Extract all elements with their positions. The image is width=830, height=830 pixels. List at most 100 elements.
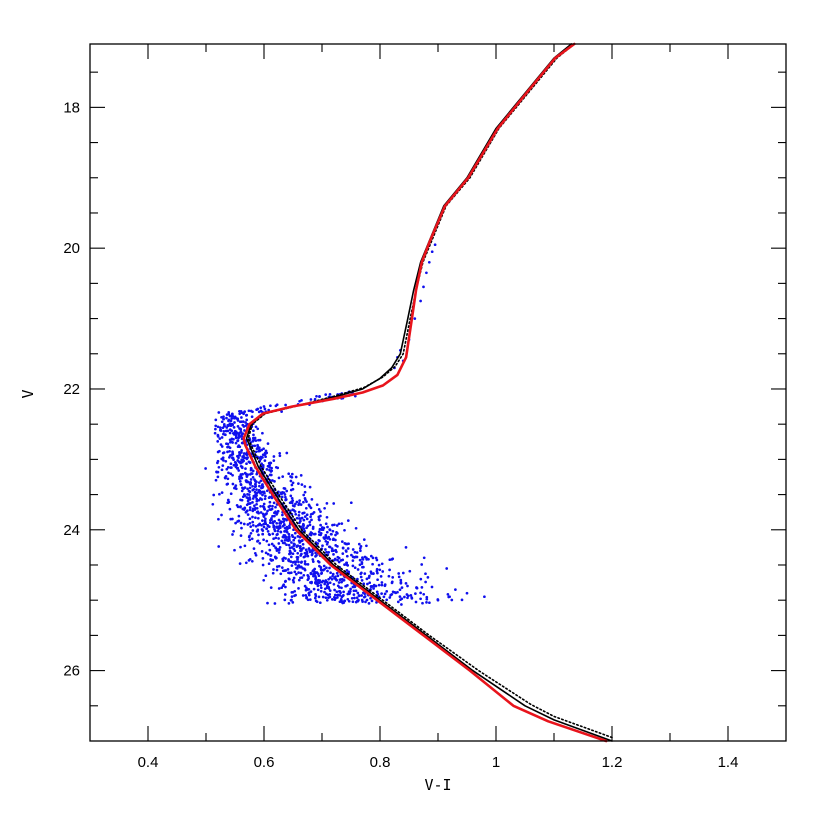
star-point [319,586,323,590]
y-axis-title: V [19,389,37,398]
star-point [367,576,371,579]
star-point [301,594,305,597]
star-point [308,533,312,536]
star-point [318,579,322,582]
star-point [419,577,423,581]
star-point [266,601,269,605]
star-point [313,532,317,536]
star-point [275,565,279,568]
star-point [324,548,327,551]
star-point [292,538,296,542]
star-point [227,419,230,423]
star-point [268,521,272,525]
star-point [238,477,241,481]
star-point [340,580,343,584]
star-point [277,542,281,545]
star-point [333,588,336,592]
star-point [406,594,410,598]
star-point [228,428,232,431]
star-point [227,445,230,449]
star-point [315,503,319,507]
star-point [266,442,270,445]
star-point [250,415,254,419]
star-point [361,558,365,561]
star-point [360,579,364,582]
star-point [299,576,302,580]
star-point [289,494,293,498]
star-point [374,556,378,560]
star-point [268,548,272,552]
star-point [274,546,278,550]
star-point [283,538,287,542]
star-point [285,451,289,455]
star-point [330,549,334,553]
star-point [398,595,402,598]
star-point [269,508,273,511]
star-point [361,591,365,595]
star-point [299,561,303,564]
star-point [308,520,312,524]
star-point [218,437,222,440]
star-point [277,518,281,522]
star-point [310,518,313,522]
star-point [335,590,339,594]
star-point [393,590,397,594]
star-point [305,550,309,554]
star-point [356,599,359,603]
star-point [272,455,276,458]
star-point [317,530,321,534]
star-point [349,587,352,591]
star-point [273,602,277,605]
star-point [227,411,231,414]
star-point [362,538,366,541]
star-point [249,466,253,470]
star-point [315,600,319,604]
star-point [309,572,313,576]
star-point [328,576,332,579]
star-point [288,552,291,556]
star-point [264,455,267,459]
star-point [285,518,288,522]
star-point [301,542,305,546]
star-point [301,512,304,515]
x-tick-label: 1 [492,754,500,771]
star-point [312,587,316,591]
star-point [271,558,275,562]
star-point [333,576,336,580]
star-point [287,543,291,547]
star-point [268,533,272,537]
star-point [308,504,312,508]
star-point [218,449,221,453]
star-point [396,600,400,604]
star-point [293,536,297,540]
star-point [291,578,295,582]
star-point [390,581,394,585]
star-point [257,438,260,442]
star-point [283,580,287,583]
star-point [270,469,274,473]
star-point [220,491,224,494]
star-point [269,461,273,465]
star-point [231,473,234,477]
star-point [290,472,294,476]
star-point [289,555,293,559]
star-point [381,570,385,573]
star-point [260,523,263,527]
star-point [239,409,243,413]
star-point [321,544,324,548]
star-point [255,472,259,476]
star-point [396,590,399,594]
star-point [265,539,269,543]
star-point [327,585,330,589]
star-point [295,500,299,504]
star-point [301,567,305,570]
star-point [353,550,357,554]
star-point [329,571,332,575]
star-point [346,592,350,596]
star-point [334,544,338,547]
star-point [257,447,261,451]
star-point [218,428,222,432]
star-point [298,535,302,539]
star-point [324,522,328,526]
star-point [357,542,361,546]
